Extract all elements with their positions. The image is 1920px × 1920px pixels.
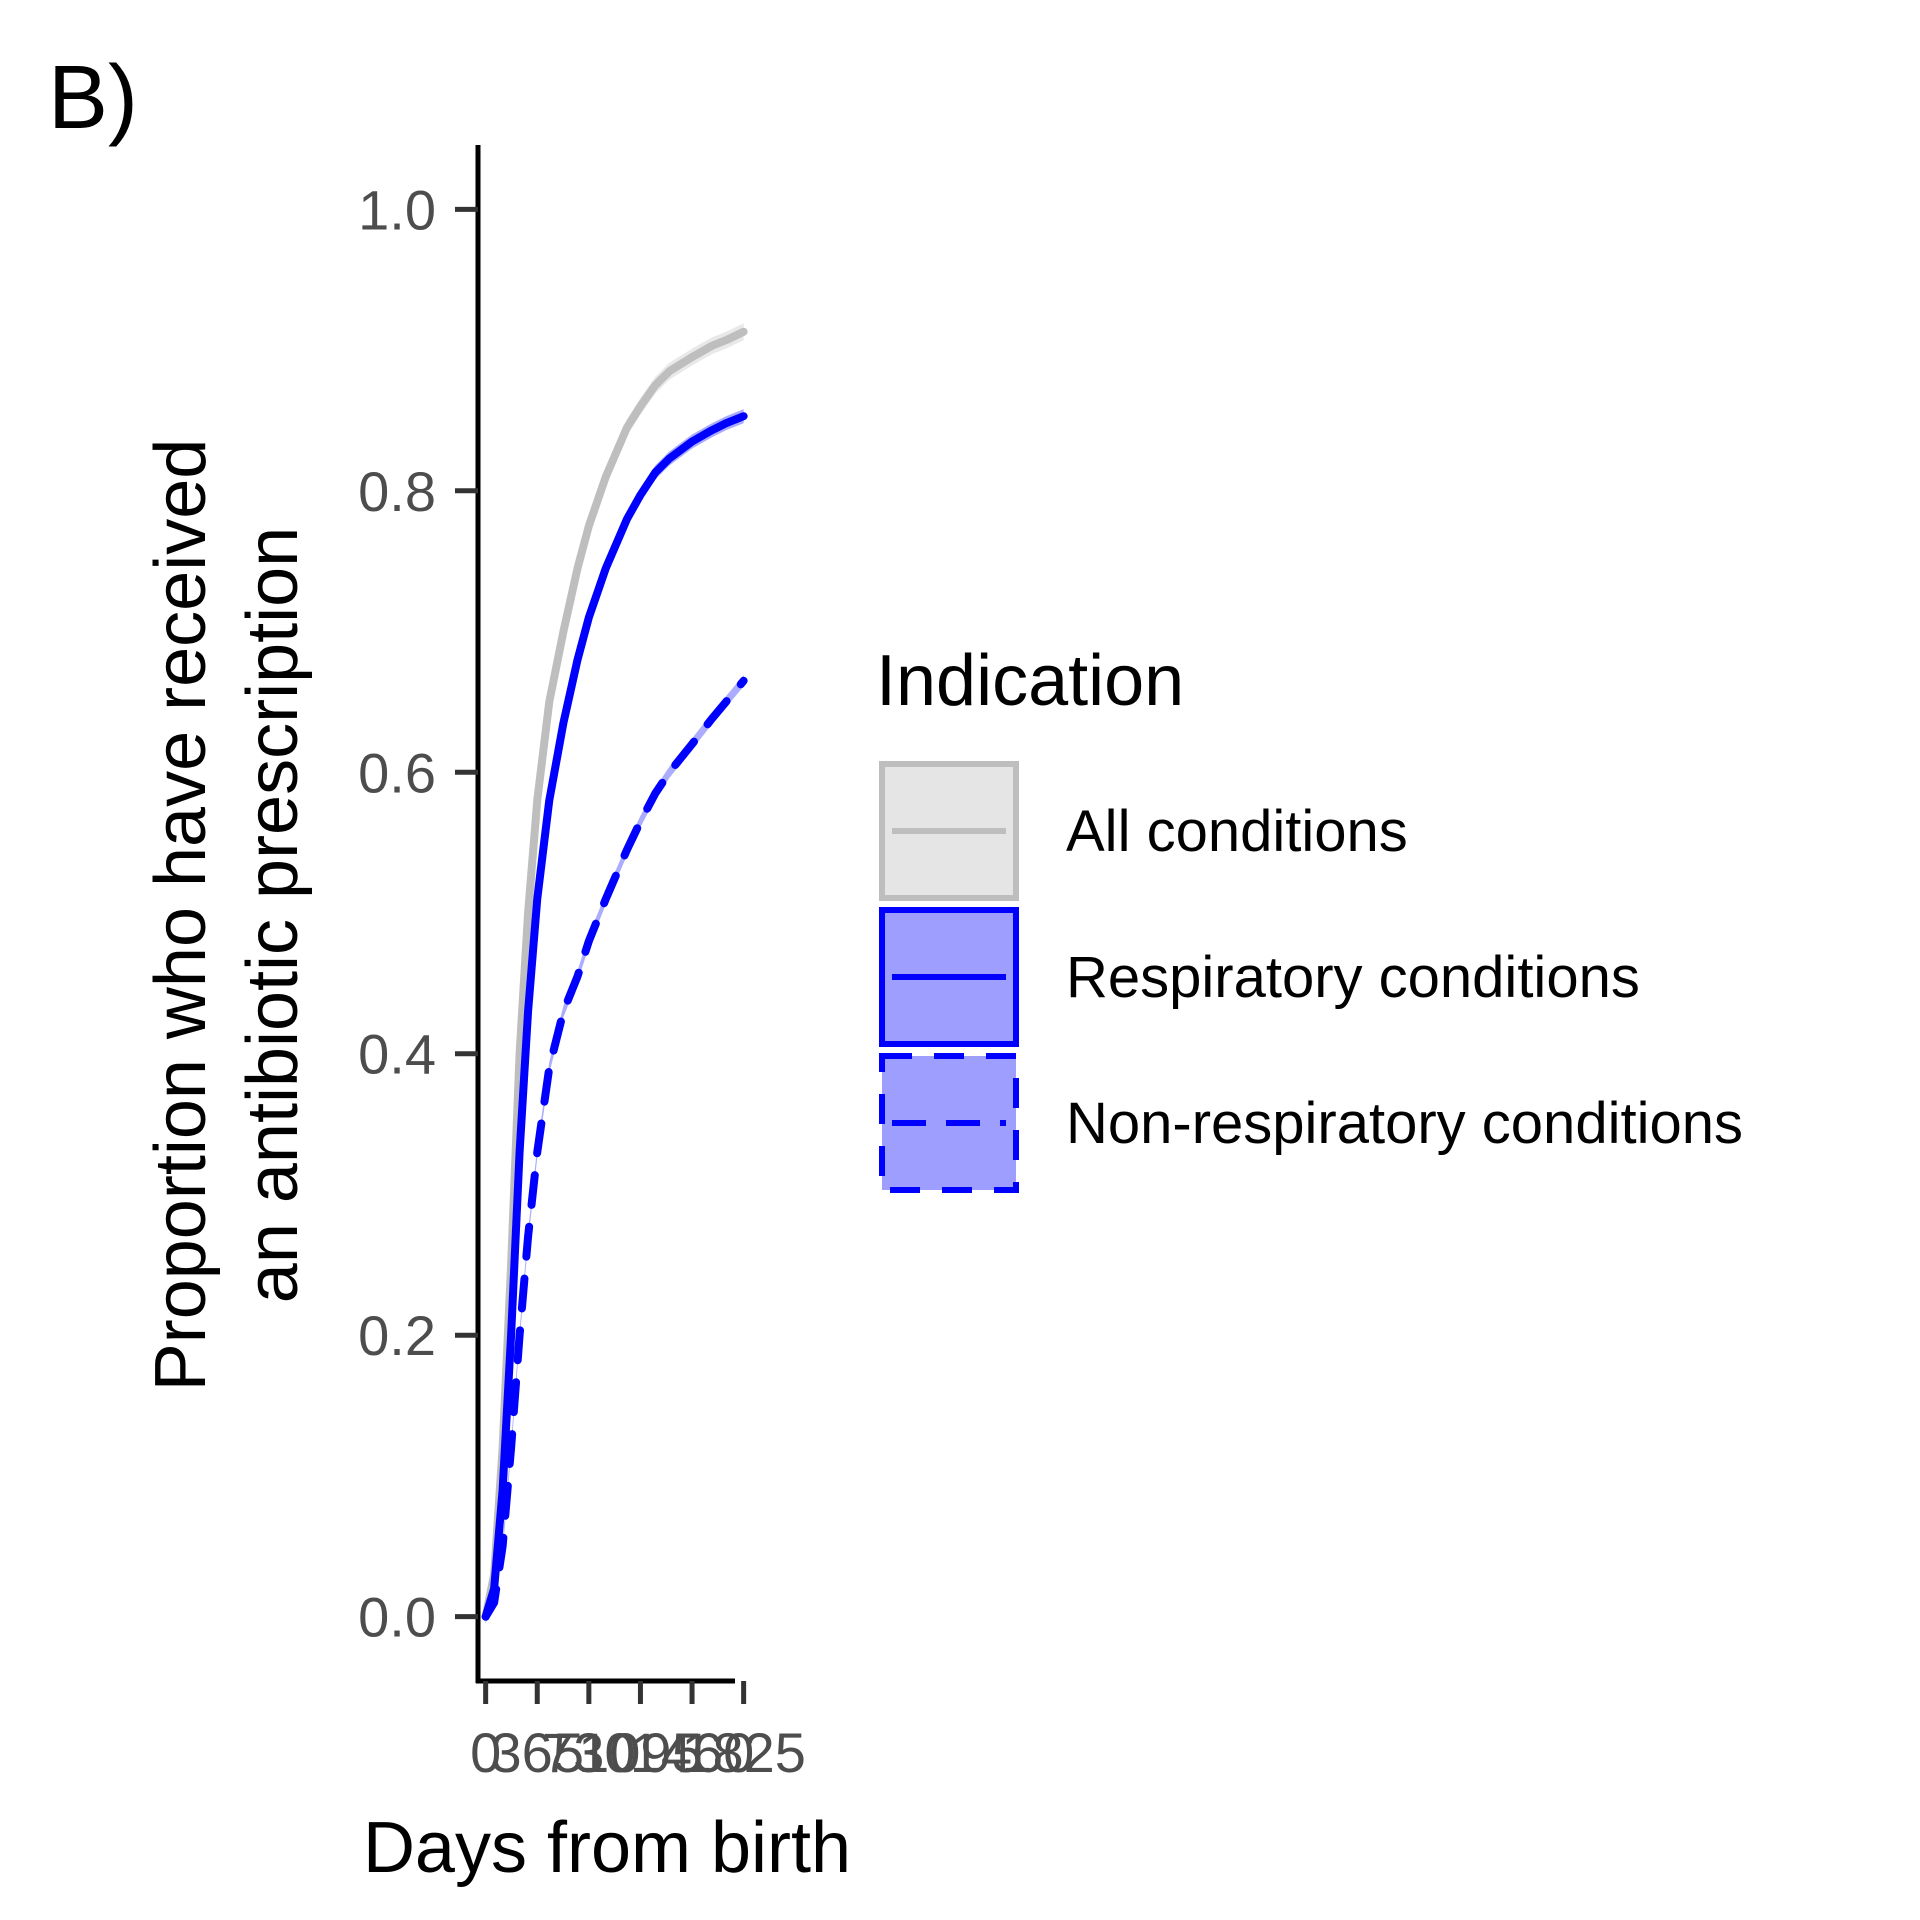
y-tick-label: 0.6 [358, 741, 436, 804]
legend-label-all-conditions: All conditions [1066, 799, 1408, 864]
x-tick-label: 730 [542, 1721, 635, 1784]
y-tick-label: 0.2 [358, 1304, 436, 1367]
x-tick-label: 1825 [681, 1721, 806, 1784]
legend-label-respiratory-conditions: Respiratory conditions [1066, 945, 1640, 1010]
panel-label: B) [48, 48, 138, 148]
y-tick-label: 0.8 [358, 460, 436, 523]
y-tick-label: 0.0 [358, 1586, 436, 1649]
y-axis-title: Proportion who have received an antibiot… [141, 439, 313, 1392]
axes [475, 145, 735, 1684]
y-axis-title-line-1: Proportion who have received [141, 439, 221, 1392]
series-line-all-conditions [481, 327, 748, 1621]
x-tick-label: 1460 [630, 1721, 755, 1784]
confidence-band-non-respiratory-conditions [485, 675, 744, 1623]
x-tick-label: 0 [470, 1721, 501, 1784]
x-tick-label: 365 [491, 1721, 584, 1784]
y-tick-label: 1.0 [358, 178, 436, 241]
legend-label-non-respiratory-conditions: Non-respiratory conditions [1066, 1091, 1743, 1156]
legend-title: Indication [876, 641, 1184, 721]
series-line-respiratory-conditions [481, 412, 748, 1621]
y-ticks: 0.0 0.2 0.4 0.6 0.8 1.0 [358, 178, 478, 1649]
legend: Indication All conditions Respiratory con… [876, 641, 1743, 1193]
plot-area [481, 323, 748, 1626]
x-axis-title: Days from birth [363, 1808, 851, 1888]
x-tick-label: 1095 [578, 1721, 703, 1784]
series-line-non-respiratory-conditions [481, 676, 748, 1621]
y-tick-label: 0.4 [358, 1023, 436, 1086]
y-axis-title-line-2: an antibiotic prescription [233, 527, 313, 1303]
